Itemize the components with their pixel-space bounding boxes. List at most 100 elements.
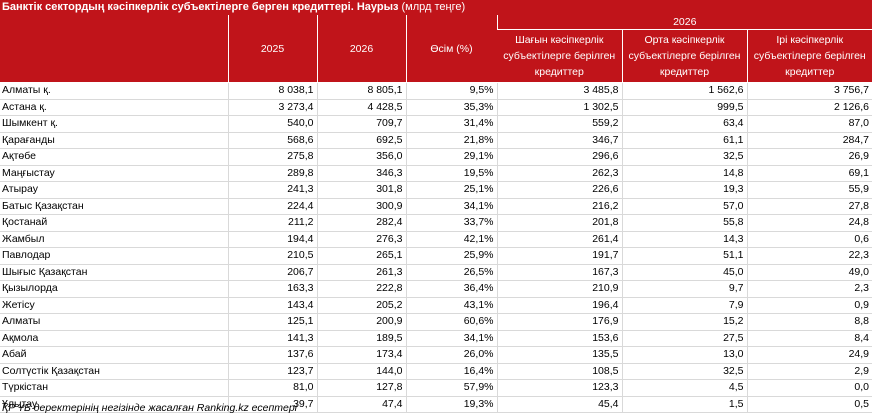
- cell-large: 0,0: [747, 379, 872, 397]
- table-row: Алматы 125,1 200,9 60,6% 176,9 15,2 8,8: [0, 313, 872, 331]
- table-title: Банктік сектордың кәсіпкерлік субъектіле…: [0, 0, 872, 15]
- cell-2025: 123,7: [228, 363, 318, 380]
- header-large: Ірі кәсіпкерлік субъектілерге берілген к…: [746, 29, 872, 83]
- header-group-2026: 2026: [496, 15, 872, 30]
- header-growth: Өсім (%): [405, 15, 497, 83]
- cell-growth: 60,6%: [406, 313, 498, 331]
- cell-small: 108,5: [497, 363, 623, 380]
- cell-region: Жетісу: [0, 297, 229, 314]
- cell-small: 261,4: [497, 231, 623, 248]
- table-row: Астана қ. 3 273,4 4 428,5 35,3% 1 302,5 999,5…: [0, 99, 872, 116]
- cell-2026: 301,8: [317, 181, 407, 199]
- cell-large: 87,0: [747, 115, 872, 133]
- cell-medium: 55,8: [622, 214, 748, 232]
- cell-large: 8,8: [747, 313, 872, 331]
- cell-large: 24,9: [747, 346, 872, 364]
- cell-medium: 51,1: [622, 247, 748, 265]
- header-region: [0, 15, 228, 83]
- cell-large: 26,9: [747, 148, 872, 166]
- cell-2026: 205,2: [317, 297, 407, 314]
- cell-2026: 282,4: [317, 214, 407, 232]
- cell-medium: 32,5: [622, 148, 748, 166]
- table-row: Жамбыл 194,4 276,3 42,1% 261,4 14,3 0,6: [0, 231, 872, 248]
- cell-large: 0,5: [747, 396, 872, 413]
- cell-2026: 8 805,1: [317, 82, 407, 100]
- table-row: Батыс Қазақстан 224,4 300,9 34,1% 216,2 57,0 2…: [0, 198, 872, 215]
- cell-region: Шығыс Қазақстан: [0, 264, 229, 281]
- cell-2026: 200,9: [317, 313, 407, 331]
- cell-large: 49,0: [747, 264, 872, 281]
- cell-2025: 241,3: [228, 181, 318, 199]
- cell-large: 27,8: [747, 198, 872, 215]
- cell-growth: 33,7%: [406, 214, 498, 232]
- cell-region: Қызылорда: [0, 280, 229, 298]
- table-row: Шығыс Қазақстан 206,7 261,3 26,5% 167,3 45,0 4…: [0, 264, 872, 281]
- cell-large: 3 756,7: [747, 82, 872, 100]
- cell-2025: 211,2: [228, 214, 318, 232]
- cell-2025: 224,4: [228, 198, 318, 215]
- table-row: Түркістан 81,0 127,8 57,9% 123,3 4,5 0,0: [0, 379, 872, 397]
- cell-2025: 568,6: [228, 132, 318, 149]
- cell-2026: 265,1: [317, 247, 407, 265]
- source-note: ҚР ҰБ деректерінің негізінде жасалған Ra…: [2, 402, 298, 414]
- cell-small: 196,4: [497, 297, 623, 314]
- cell-growth: 31,4%: [406, 115, 498, 133]
- header-2026: 2026: [316, 15, 406, 83]
- cell-region: Маңғыстау: [0, 165, 229, 182]
- cell-growth: 26,0%: [406, 346, 498, 364]
- cell-medium: 63,4: [622, 115, 748, 133]
- cell-region: Абай: [0, 346, 229, 364]
- table-row: Ақмола 141,3 189,5 34,1% 153,6 27,5 8,4: [0, 330, 872, 347]
- table-row: Қостанай 211,2 282,4 33,7% 201,8 55,8 24,8: [0, 214, 872, 232]
- cell-2025: 206,7: [228, 264, 318, 281]
- cell-small: 262,3: [497, 165, 623, 182]
- cell-medium: 15,2: [622, 313, 748, 331]
- table-row: Ақтөбе 275,8 356,0 29,1% 296,6 32,5 26,9: [0, 148, 872, 166]
- cell-growth: 16,4%: [406, 363, 498, 380]
- cell-2026: 356,0: [317, 148, 407, 166]
- cell-growth: 34,1%: [406, 198, 498, 215]
- cell-small: 135,5: [497, 346, 623, 364]
- cell-2026: 261,3: [317, 264, 407, 281]
- table-row: Шымкент қ. 540,0 709,7 31,4% 559,2 63,4 87,0: [0, 115, 872, 133]
- cell-2026: 47,4: [317, 396, 407, 413]
- cell-small: 176,9: [497, 313, 623, 331]
- cell-2026: 276,3: [317, 231, 407, 248]
- cell-growth: 36,4%: [406, 280, 498, 298]
- cell-2026: 346,3: [317, 165, 407, 182]
- cell-region: Павлодар: [0, 247, 229, 265]
- cell-small: 153,6: [497, 330, 623, 347]
- cell-small: 45,4: [497, 396, 623, 413]
- cell-growth: 26,5%: [406, 264, 498, 281]
- cell-medium: 1 562,6: [622, 82, 748, 100]
- cell-medium: 13,0: [622, 346, 748, 364]
- cell-2026: 189,5: [317, 330, 407, 347]
- cell-growth: 57,9%: [406, 379, 498, 397]
- cell-small: 210,9: [497, 280, 623, 298]
- header-small: Шағын кәсіпкерлік субъектілерге берілген…: [497, 29, 622, 83]
- cell-2026: 173,4: [317, 346, 407, 364]
- cell-region: Атырау: [0, 181, 229, 199]
- cell-region: Алматы қ.: [0, 82, 229, 100]
- table-row: Маңғыстау 289,8 346,3 19,5% 262,3 14,8 69,1: [0, 165, 872, 182]
- table-row: Ұлытау 39,7 47,4 19,3% 45,4 1,5 0,5: [0, 396, 872, 413]
- cell-2026: 709,7: [317, 115, 407, 133]
- cell-region: Түркістан: [0, 379, 229, 397]
- cell-2025: 275,8: [228, 148, 318, 166]
- cell-medium: 4,5: [622, 379, 748, 397]
- cell-2025: 540,0: [228, 115, 318, 133]
- cell-large: 69,1: [747, 165, 872, 182]
- cell-medium: 14,3: [622, 231, 748, 248]
- cell-2025: 125,1: [228, 313, 318, 331]
- cell-medium: 57,0: [622, 198, 748, 215]
- cell-medium: 27,5: [622, 330, 748, 347]
- cell-growth: 19,5%: [406, 165, 498, 182]
- cell-2025: 3 273,4: [228, 99, 318, 116]
- cell-medium: 61,1: [622, 132, 748, 149]
- cell-large: 55,9: [747, 181, 872, 199]
- cell-medium: 1,5: [622, 396, 748, 413]
- cell-2026: 127,8: [317, 379, 407, 397]
- cell-growth: 25,9%: [406, 247, 498, 265]
- cell-growth: 19,3%: [406, 396, 498, 413]
- cell-2025: 81,0: [228, 379, 318, 397]
